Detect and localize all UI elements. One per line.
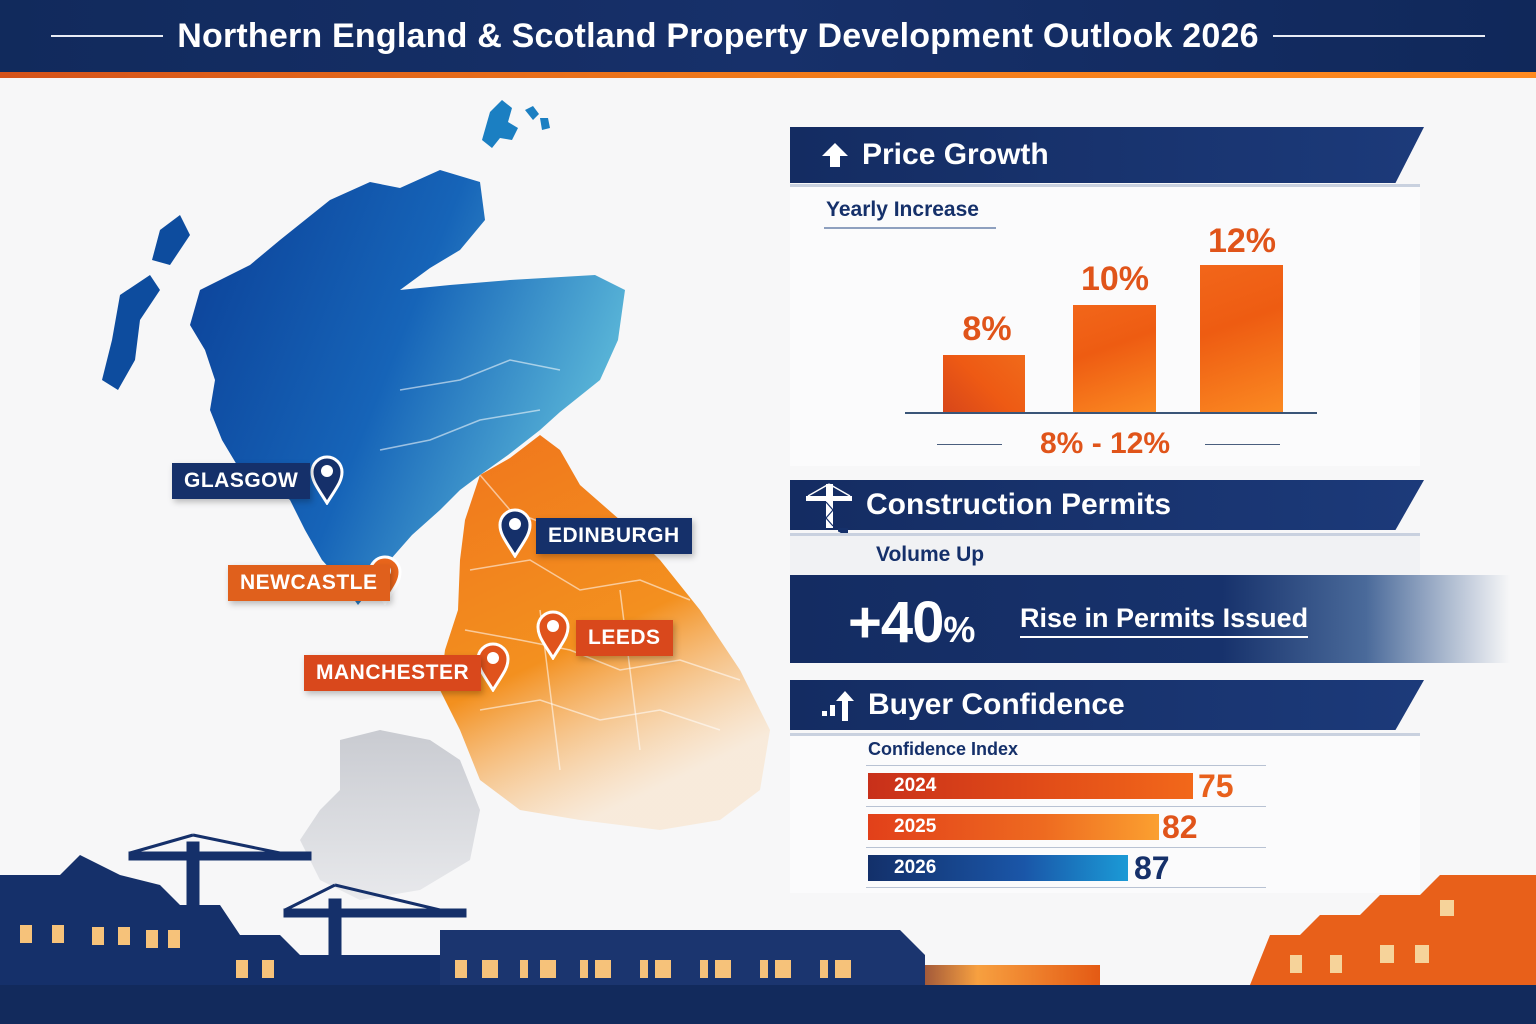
permits-value: +40 — [848, 590, 944, 655]
price-bar-3-label: 12% — [1207, 222, 1277, 260]
page-title: Northern England & Scotland Property Dev… — [177, 16, 1259, 55]
buyer-confidence-title: Buyer Confidence — [868, 688, 1125, 721]
price-growth-title: Price Growth — [862, 138, 1049, 171]
header-rule-left — [51, 35, 164, 37]
construction-permits-subtitle: Volume Up — [876, 543, 985, 566]
range-rule-left — [937, 444, 1002, 445]
confidence-bar-2025: 2025 — [868, 814, 1159, 840]
header-banner: Northern England & Scotland Property Dev… — [0, 0, 1536, 72]
price-growth-subtitle: Yearly Increase — [826, 198, 979, 221]
confidence-bar-2024: 2024 — [868, 773, 1193, 799]
range-rule-right — [1205, 444, 1280, 445]
construction-permits-header: Construction Permits — [790, 480, 1424, 530]
skyline-illustration — [0, 833, 1536, 995]
chart-baseline — [905, 412, 1317, 414]
arrow-up-icon — [820, 141, 850, 169]
header-rule-right — [1272, 35, 1485, 37]
city-label-newcastle[interactable]: NEWCASTLE — [228, 565, 390, 601]
price-growth-header: Price Growth — [790, 127, 1424, 183]
permits-highlight-band: +40% Rise in Permits Issued — [790, 575, 1510, 663]
price-bar-1-label: 8% — [962, 310, 1012, 348]
confidence-year-2026: 2026 — [894, 857, 937, 878]
region-map: GLASGOW EDINBURGH NEWCASTLE LEEDS MANCHE… — [40, 90, 780, 920]
permits-unit: % — [943, 609, 975, 650]
row-divider — [866, 765, 1266, 766]
price-bar-2-label: 10% — [1080, 260, 1150, 298]
footer-band — [0, 985, 1536, 1024]
row-divider — [866, 806, 1266, 807]
leeds-pin-icon[interactable] — [536, 610, 570, 660]
confidence-value-2026: 87 — [1134, 850, 1170, 886]
confidence-value-2025: 82 — [1162, 809, 1198, 845]
confidence-index-label: Confidence Index — [868, 739, 1019, 759]
construction-permits-subbar — [790, 533, 1420, 575]
bar-arrow-up-icon — [820, 689, 856, 721]
confidence-bar-2026: 2026 — [868, 855, 1128, 881]
edinburgh-pin-icon[interactable] — [498, 508, 532, 558]
city-label-edinburgh[interactable]: EDINBURGH — [536, 518, 692, 554]
confidence-year-2025: 2025 — [894, 816, 937, 837]
uk-map-illustration — [102, 100, 770, 900]
price-bar-2 — [1073, 305, 1156, 413]
subtitle-underline — [824, 227, 996, 229]
price-bar-1 — [943, 355, 1025, 413]
price-bar-3 — [1200, 265, 1283, 413]
price-range-label: 8% - 12% — [1040, 427, 1171, 460]
confidence-year-2024: 2024 — [894, 775, 937, 796]
permits-big-value: +40% — [848, 589, 975, 656]
row-divider — [866, 847, 1266, 848]
glasgow-pin-icon[interactable] — [310, 455, 344, 505]
city-label-leeds[interactable]: LEEDS — [576, 620, 673, 656]
city-label-glasgow[interactable]: GLASGOW — [172, 463, 311, 499]
city-label-manchester[interactable]: MANCHESTER — [304, 655, 482, 691]
header-accent-stripe — [0, 72, 1536, 78]
permits-description: Rise in Permits Issued — [1020, 603, 1309, 638]
row-divider — [866, 887, 1266, 888]
buyer-confidence-header: Buyer Confidence — [790, 680, 1424, 730]
confidence-value-2024: 75 — [1198, 768, 1234, 804]
crane-icon — [804, 482, 854, 528]
construction-permits-title: Construction Permits — [866, 488, 1172, 521]
